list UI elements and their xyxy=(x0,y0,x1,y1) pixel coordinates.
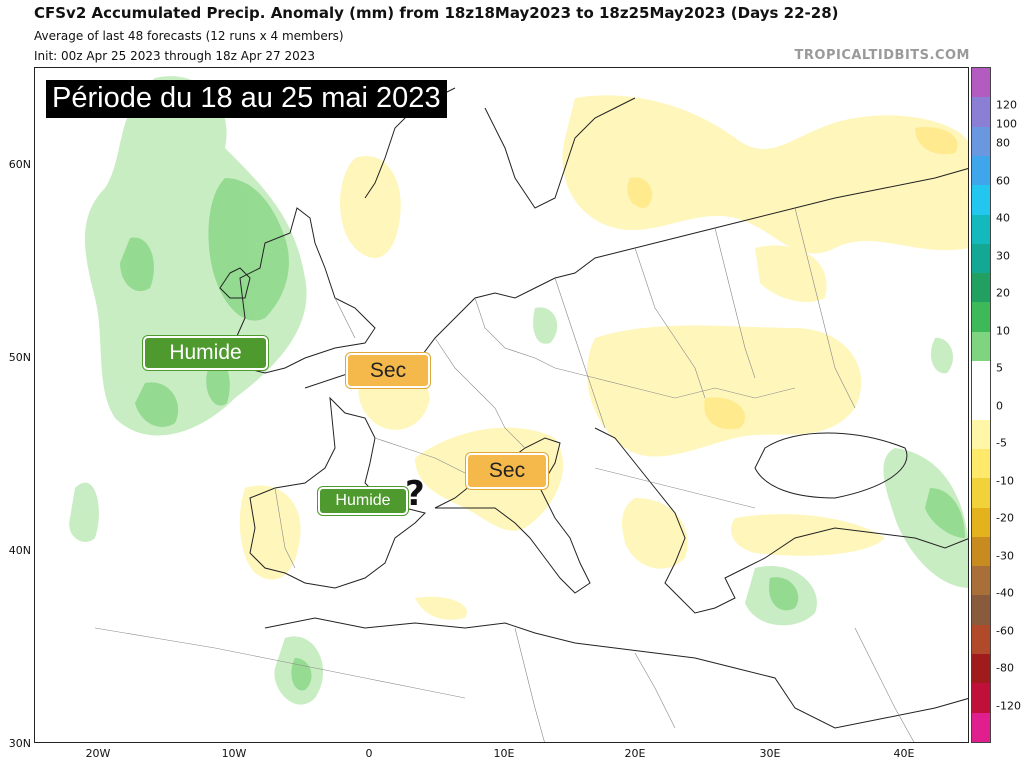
color-scale-segment xyxy=(972,331,990,362)
lon-label-40e: 40E xyxy=(893,747,915,760)
dry-anomaly-cores xyxy=(627,127,958,430)
scale-label: 5 xyxy=(996,361,1003,375)
lon-label-20w: 20W xyxy=(85,747,111,760)
color-scale-segment xyxy=(972,97,990,128)
scale-label: -5 xyxy=(996,436,1007,450)
humide-atlantic-label: Humide xyxy=(143,336,268,370)
period-banner: Période du 18 au 25 mai 2023 xyxy=(46,80,447,118)
color-scale-segment xyxy=(972,536,990,567)
country-borders xyxy=(94,207,915,742)
scale-label: 80 xyxy=(996,136,1010,150)
lat-label-40n: 40N xyxy=(8,544,31,557)
question-mark-label: ? xyxy=(405,474,425,514)
scale-label: 120 xyxy=(996,98,1017,112)
color-scale-segment xyxy=(972,68,990,98)
chart-subtitle-average: Average of last 48 forecasts (12 runs x … xyxy=(34,29,344,43)
scale-label: -40 xyxy=(996,586,1014,600)
scale-label: 10 xyxy=(996,324,1010,338)
chart-subtitle-init: Init: 00z Apr 25 2023 through 18z Apr 27… xyxy=(34,49,315,63)
lat-label-50n: 50N xyxy=(8,351,31,364)
sec-france-label: Sec xyxy=(346,353,430,388)
color-scale-segment xyxy=(972,595,990,626)
lat-label-30n: 30N xyxy=(8,737,31,750)
color-scale-segment xyxy=(972,185,990,215)
scale-label: -80 xyxy=(996,661,1014,675)
scale-label: 60 xyxy=(996,174,1010,188)
sec-italy-label: Sec xyxy=(466,453,548,489)
scale-label: 0 xyxy=(996,399,1003,413)
color-scale-bar xyxy=(971,67,991,743)
scale-label: -20 xyxy=(996,511,1014,525)
scale-label: -60 xyxy=(996,624,1014,638)
lon-label-0: 0 xyxy=(365,747,373,760)
color-scale-segment xyxy=(972,712,990,743)
color-scale-segment xyxy=(972,126,990,157)
map-canvas xyxy=(35,68,968,742)
scale-label: 20 xyxy=(996,286,1010,300)
color-scale-segment xyxy=(972,302,990,333)
lon-label-20e: 20E xyxy=(624,747,646,760)
chart-title: CFSv2 Accumulated Precip. Anomaly (mm) f… xyxy=(34,4,839,22)
lon-label-10w: 10W xyxy=(221,747,247,760)
site-credit: TROPICALTIDBITS.COM xyxy=(794,48,970,63)
color-scale-segment xyxy=(972,155,990,186)
color-scale-segment xyxy=(972,361,990,391)
color-scale-segment xyxy=(972,683,990,714)
humide-spain-label: Humide xyxy=(318,487,408,515)
scale-label: -10 xyxy=(996,474,1014,488)
color-scale-segment xyxy=(972,624,990,655)
scale-label: 30 xyxy=(996,249,1010,263)
scale-label: -120 xyxy=(996,699,1021,713)
lon-label-30e: 30E xyxy=(759,747,781,760)
color-scale-segment xyxy=(972,507,990,538)
color-scale-segment xyxy=(972,214,990,245)
color-scale-segment xyxy=(972,654,990,684)
color-scale-segment xyxy=(972,448,990,479)
color-scale-segment xyxy=(972,478,990,509)
color-scale-segment xyxy=(972,566,990,596)
scale-label: 100 xyxy=(996,117,1017,131)
wet-anomaly-cores xyxy=(120,178,965,691)
scale-label: 40 xyxy=(996,211,1010,225)
precip-anomaly-map xyxy=(34,67,969,743)
color-scale-segment xyxy=(972,243,990,274)
lat-label-60n: 60N xyxy=(8,158,31,171)
scale-label: -30 xyxy=(996,549,1014,563)
color-scale-segment xyxy=(972,390,990,421)
color-scale-segment xyxy=(972,273,990,303)
lon-label-10e: 10E xyxy=(493,747,515,760)
color-scale-segment xyxy=(972,419,990,450)
